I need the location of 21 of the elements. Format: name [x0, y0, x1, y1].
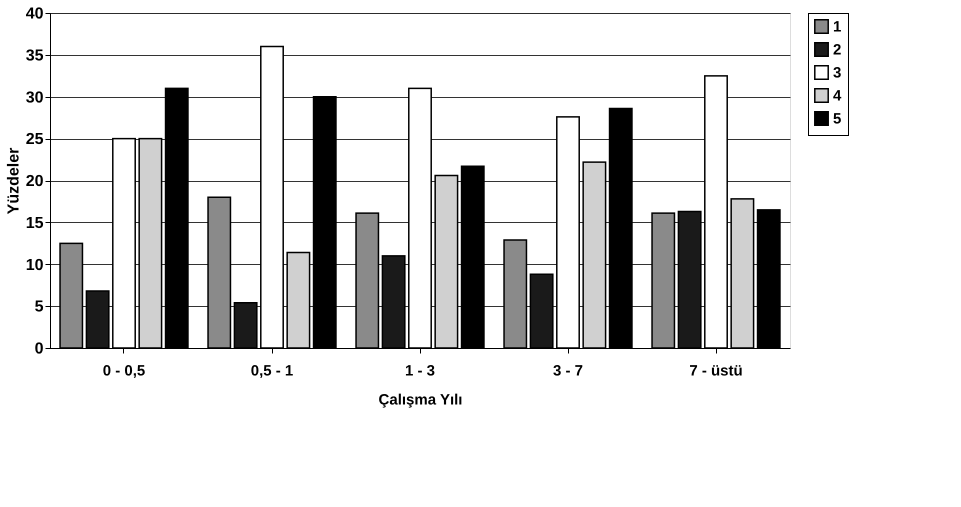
y-tick-label: 10: [26, 256, 44, 274]
y-tick-label: 35: [26, 47, 44, 64]
x-tick-label: 1 - 3: [404, 362, 436, 380]
x-tick-label: 0,5 - 1: [250, 362, 294, 380]
legend-label: 4: [833, 88, 842, 104]
x-tick-label: 7 - üstü: [689, 362, 743, 380]
legend-label: 1: [833, 18, 842, 36]
y-tick-label: 5: [34, 298, 44, 316]
x-axis-title: Çalışma Yılı: [378, 392, 462, 408]
legend-label: 5: [833, 110, 842, 128]
y-tick-label: 30: [26, 89, 44, 106]
y-tick-label: 20: [26, 173, 44, 190]
legend-label: 2: [833, 42, 842, 58]
y-tick-label: 40: [26, 6, 44, 22]
y-axis-title: Yüzdeler: [6, 148, 23, 214]
x-tick-label: 3 - 7: [552, 362, 584, 380]
y-tick-label: 0: [34, 340, 44, 358]
legend-label: 3: [833, 64, 842, 82]
y-tick-label: 25: [26, 131, 44, 148]
y-tick-label: 15: [26, 214, 44, 232]
x-tick-label: 0 - 0,5: [102, 362, 146, 380]
